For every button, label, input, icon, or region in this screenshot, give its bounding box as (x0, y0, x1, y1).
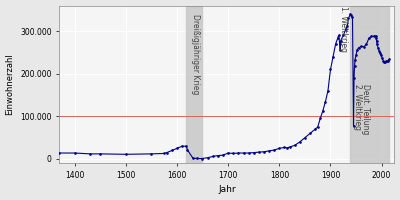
Text: Dreißigjähriger Krieg: Dreißigjähriger Krieg (191, 14, 200, 94)
Y-axis label: Einwohnerzahl: Einwohnerzahl (6, 54, 14, 115)
Text: 2. Weltkrieg: 2. Weltkrieg (353, 84, 362, 130)
Text: Deut. Teilung: Deut. Teilung (361, 84, 370, 135)
Bar (350, 6, 389, 163)
X-axis label: Jahr: Jahr (218, 185, 236, 194)
Bar (186, 6, 202, 163)
Text: 1. Weltkrieg: 1. Weltkrieg (339, 6, 348, 52)
